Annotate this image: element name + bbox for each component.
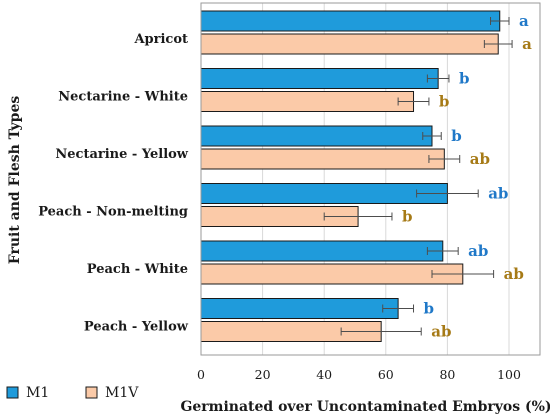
- gridlines: [262, 3, 510, 355]
- bar-m1v: [200, 91, 415, 112]
- legend-label-m1: M1: [26, 385, 49, 401]
- significance-letter: b: [439, 93, 450, 111]
- significance-letter: b: [459, 70, 470, 88]
- significance-letter: ab: [468, 242, 488, 260]
- bar-m1v: [200, 148, 445, 170]
- x-axis-title: Germinated over Uncontaminated Embryos (…: [180, 399, 550, 415]
- bar-m1: [200, 68, 439, 89]
- error-bars: [323, 17, 513, 336]
- bar-m1v: [200, 263, 464, 285]
- bar-m1: [200, 240, 444, 262]
- category-label: Peach - Yellow: [84, 320, 189, 335]
- bar-m1: [200, 298, 399, 319]
- category-label: Apricot: [133, 32, 188, 47]
- significance-letter: a: [522, 35, 532, 53]
- x-tick-label: 60: [378, 367, 394, 382]
- significance-letter: ab: [488, 185, 508, 203]
- significance-letter: ab: [431, 323, 451, 341]
- bar-m1v: [200, 33, 499, 55]
- bars: [200, 10, 501, 342]
- x-tick-label: 40: [316, 367, 332, 382]
- x-tick-label: 100: [497, 367, 521, 382]
- significance-letter: b: [402, 208, 413, 226]
- x-tick-label: 80: [439, 367, 455, 382]
- x-tick-label: 0: [197, 367, 205, 382]
- bar-m1: [200, 183, 448, 204]
- plot-frame: [200, 2, 541, 356]
- category-label: Peach - Non-melting: [38, 205, 188, 220]
- legend: M1 M1V: [6, 385, 139, 401]
- legend-swatch-m1v: [85, 386, 98, 399]
- x-tick-labels: 0 20 40 60 80 100: [197, 367, 521, 382]
- significance-letter: ab: [504, 265, 524, 283]
- category-label: Nectarine - White: [58, 90, 188, 105]
- significance-letter: b: [451, 127, 462, 145]
- significance-letter: a: [519, 12, 529, 30]
- category-labels: Apricot Nectarine - White Nectarine - Yell…: [38, 32, 189, 335]
- x-tick-label: 20: [255, 367, 271, 382]
- bar-m1: [200, 10, 501, 32]
- legend-label-m1v: M1V: [105, 385, 139, 401]
- legend-swatch-m1: [6, 386, 19, 399]
- category-label: Peach - White: [87, 262, 188, 277]
- significance-letter: b: [424, 300, 435, 318]
- bar-m1: [200, 125, 433, 147]
- significance-letter: ab: [470, 150, 490, 168]
- category-label: Nectarine - Yellow: [55, 147, 188, 162]
- y-axis-title: Fruit and Flesh Types: [7, 96, 23, 265]
